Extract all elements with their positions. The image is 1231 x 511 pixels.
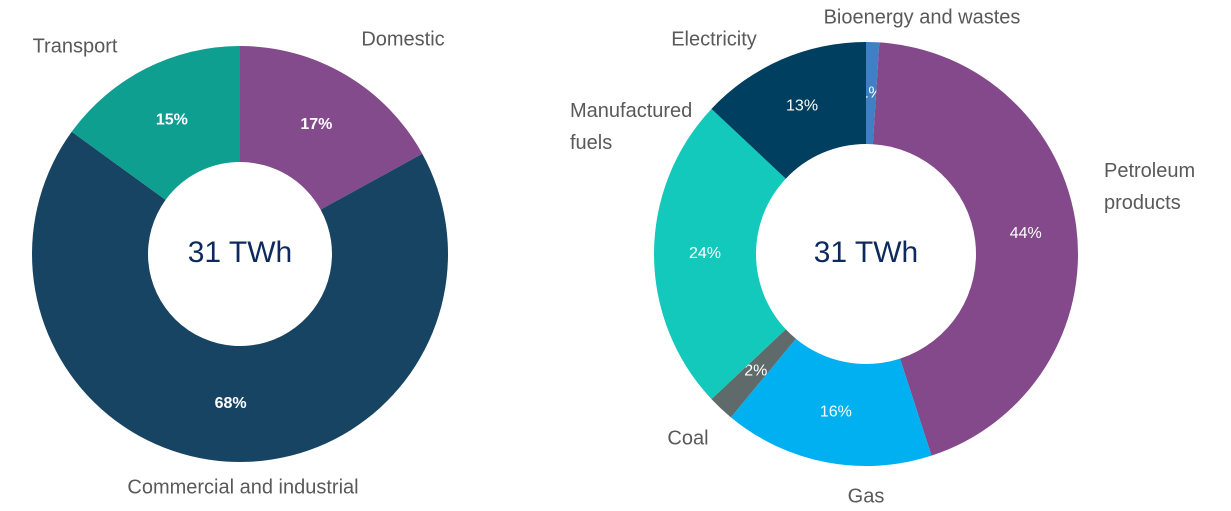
value-label: 24% (689, 245, 721, 262)
value-label: 68% (215, 395, 247, 412)
donut-slice (654, 108, 786, 400)
donut-slice (730, 338, 932, 467)
value-label: 17% (300, 116, 332, 133)
value-label: 13% (786, 97, 818, 114)
donut-slice (711, 329, 796, 418)
value-label: 15% (156, 112, 188, 129)
category-label: Petroleum products (1104, 160, 1195, 214)
category-label: Transport (33, 35, 118, 57)
category-label: Commercial and industrial (127, 476, 358, 498)
center-label: 31 TWh (814, 236, 919, 269)
value-label: 2% (744, 363, 767, 380)
category-label: Gas (848, 485, 885, 507)
category-label: Bioenergy and wastes (824, 6, 1021, 28)
category-label: Manufactured fuels (570, 100, 692, 154)
donut-slice (31, 131, 448, 463)
value-label: 44% (1010, 225, 1042, 242)
donut-slice (866, 42, 880, 145)
donut-slice (711, 42, 866, 179)
donut-slice (872, 42, 1079, 456)
donut-slice (240, 46, 423, 210)
value-label: 16% (820, 403, 852, 420)
center-label: 31 TWh (188, 236, 293, 269)
category-label: Domestic (361, 28, 444, 50)
donut-slice (71, 46, 241, 200)
category-label: Electricity (671, 28, 757, 50)
category-label: Coal (667, 427, 708, 449)
